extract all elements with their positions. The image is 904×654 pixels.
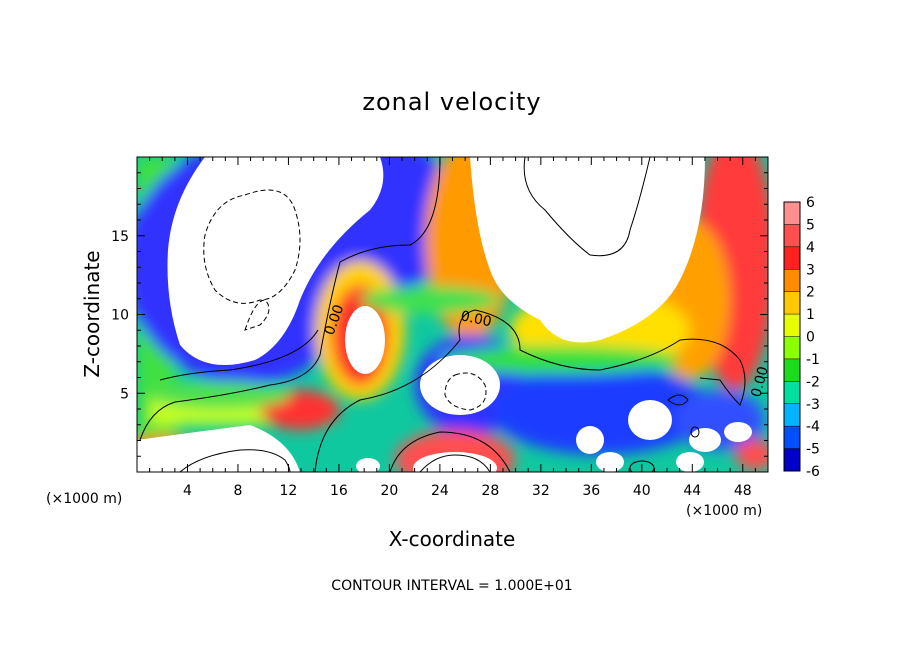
y-tick-label: 15	[111, 229, 129, 245]
y-tick-label: 10	[111, 308, 129, 324]
x-tick-label: 12	[280, 483, 298, 499]
colorbar-swatch	[784, 448, 800, 472]
colorbar-swatch	[784, 224, 800, 248]
x-tick-label: 24	[431, 483, 449, 499]
colorbar-swatch	[784, 202, 800, 225]
colorbar-tick-label: 5	[806, 217, 815, 233]
x-scale-label: (×1000 m)	[686, 503, 763, 519]
colorbar-tick-label: -4	[806, 419, 820, 435]
colorbar-swatch	[784, 381, 800, 405]
contour-label: 0.00	[748, 365, 772, 399]
contour-interval-note: CONTOUR INTERVAL = 1.000E+01	[331, 578, 573, 594]
x-tick-label: 4	[183, 483, 192, 499]
colorbar-swatch	[784, 336, 800, 360]
velocity-field: 0.00 0.00 0.00	[137, 157, 772, 472]
x-tick-label: 32	[532, 483, 550, 499]
colorbar-tick-label: -1	[806, 352, 820, 368]
y-tick-label: 5	[120, 386, 129, 402]
colorbar-tick-label: 3	[806, 262, 815, 278]
colorbar-swatch	[784, 291, 800, 315]
chart-title: zonal velocity	[362, 88, 542, 116]
colorbar: 6 5 4 3 2 1 0 -1 -2 -3 -4 -5 -6	[783, 195, 820, 480]
y-axis-label: Z-coordinate	[80, 250, 104, 378]
x-tick-label: 8	[233, 483, 242, 499]
colorbar-tick-label: -2	[806, 374, 820, 390]
x-tick-label: 36	[582, 483, 600, 499]
colorbar-tick-label: 1	[806, 307, 815, 323]
colorbar-tick-label: -3	[806, 397, 820, 413]
x-tick-label: 48	[734, 483, 752, 499]
colorbar-tick-label: 4	[806, 240, 815, 256]
x-tick-label: 40	[633, 483, 651, 499]
x-axis-label-text: X-coordinate	[388, 527, 516, 551]
colorbar-tick-label: -5	[806, 442, 820, 458]
x-tick-label: 28	[481, 483, 499, 499]
x-scale-label: (×1000 m)	[46, 491, 123, 507]
colorbar-swatch	[784, 358, 800, 382]
colorbar-tick-label: -6	[806, 464, 820, 480]
colorbar-swatch	[784, 246, 800, 270]
contour-label: 0.00	[459, 308, 493, 330]
x-tick-label: 44	[683, 483, 701, 499]
colorbar-swatch	[784, 426, 800, 450]
colorbar-swatch	[784, 269, 800, 293]
x-tick-label: 20	[380, 483, 398, 499]
colorbar-swatch	[784, 314, 800, 337]
x-axis-label: X-coordinate	[0, 527, 904, 551]
x-tick-label: 16	[330, 483, 348, 499]
colorbar-tick-label: 2	[806, 285, 815, 301]
colorbar-tick-label: 0	[806, 330, 815, 346]
colorbar-tick-label: 6	[806, 195, 815, 211]
colorbar-swatch	[784, 403, 800, 427]
